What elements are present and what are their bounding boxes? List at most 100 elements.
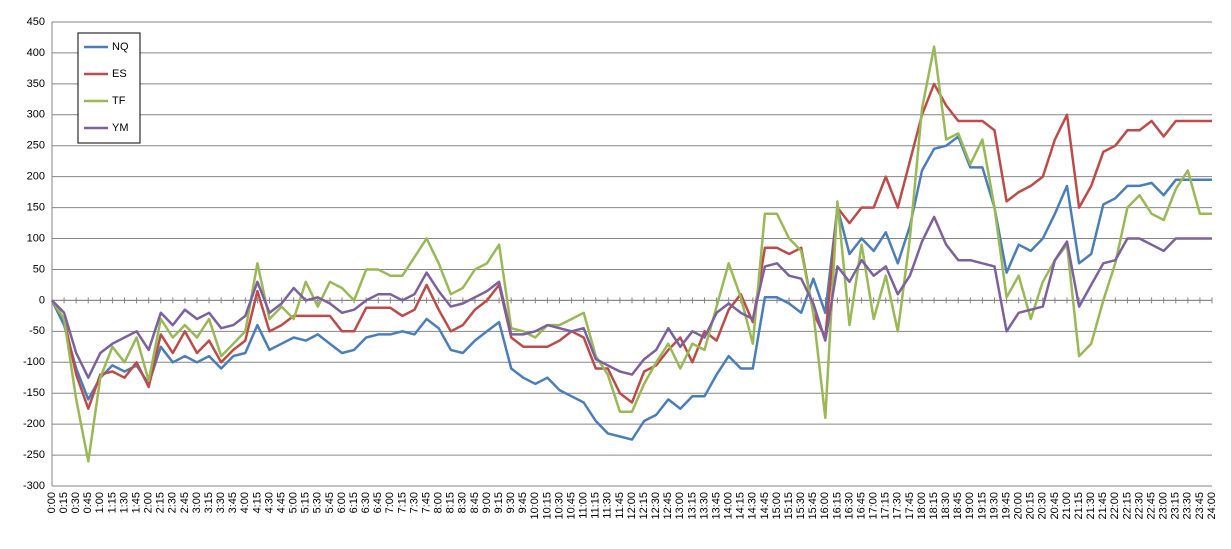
y-tick-label: -150 [23,387,45,399]
x-tick-label: 4:45 [275,492,287,513]
x-tick-label: 6:45 [372,492,384,513]
x-tick-label: 10:00 [529,492,541,520]
x-tick-label: 6:30 [360,492,372,513]
x-tick-label: 18:15 [928,492,940,520]
x-tick-label: 8:00 [433,492,445,513]
x-tick-label: 9:15 [493,492,505,513]
x-tick-label: 3:00 [191,492,203,513]
x-tick-label: 15:15 [783,492,795,520]
x-tick-label: 21:45 [1097,492,1109,520]
x-tick-label: 0:15 [58,492,70,513]
series-line [51,215,1212,379]
x-tick-label: 11:15 [590,492,602,519]
y-tick-label: -50 [29,325,45,337]
x-tick-label: 21:00 [1061,492,1073,520]
x-tick-label: 8:45 [469,492,481,513]
x-tick-label: 20:30 [1037,492,1049,520]
x-tick-label: 16:15 [831,492,843,520]
legend-box [77,32,141,144]
x-tick-label: 14:00 [723,492,735,520]
x-tick-label: 14:15 [735,492,747,520]
x-tick-label: 1:30 [118,492,130,513]
y-tick-label: -300 [23,480,45,492]
x-tick-label: 4:00 [239,492,251,513]
x-tick-label: 0:00 [46,492,58,513]
x-tick-label: 2:30 [167,492,179,513]
series-line [50,82,1212,410]
x-tick-label: 20:45 [1049,492,1061,520]
y-tick-label: -250 [23,449,45,461]
x-tick-label: 13:45 [710,492,722,520]
x-tick-label: 15:45 [807,492,819,520]
x-tick-label: 10:15 [541,492,553,520]
x-tick-label: 12:45 [662,492,674,520]
x-tick-label: 10:45 [565,492,577,520]
x-tick-label: 5:45 [324,492,336,513]
y-tick-label: 100 [27,232,45,244]
x-tick-label: 21:15 [1073,492,1085,520]
x-tick-label: 19:00 [964,492,976,520]
x-tick-label: 6:15 [348,492,360,513]
x-tick-label: 19:30 [988,492,1000,520]
x-tick-label: 5:30 [312,492,324,513]
x-tick-label: 7:30 [408,492,420,513]
x-tick-label: 7:00 [384,492,396,513]
x-tick-label: 22:45 [1145,492,1157,520]
x-tick-label: 17:15 [880,492,892,520]
x-tick-label: 12:00 [626,492,638,520]
x-tick-label: 10:30 [553,492,565,520]
series-line [50,45,1212,463]
x-tick-label: 18:45 [952,492,964,520]
x-tick-label: 12:15 [638,492,650,520]
x-tick-label: 0:30 [70,492,82,513]
x-tick-label: 20:15 [1025,492,1037,520]
y-tick-label: 350 [27,78,45,90]
legend-label: ES [112,68,127,80]
x-tick-label: 12:30 [650,492,662,520]
x-tick-label: 11:45 [614,492,626,519]
x-tick-label: 9:45 [517,492,529,513]
y-tick-label: -100 [23,356,45,368]
x-tick-label: 19:45 [1000,492,1012,520]
x-tick-label: 14:30 [747,492,759,520]
x-tick-label: 6:00 [336,492,348,513]
x-tick-label: 15:30 [795,492,807,520]
x-tick-label: 23:00 [1158,492,1170,520]
y-tick-label: 300 [27,109,45,121]
x-tick-label: 21:30 [1085,492,1097,520]
x-tick-label: 2:45 [179,492,191,513]
x-tick-label: 0:45 [82,492,94,513]
x-tick-label: 23:30 [1182,492,1194,520]
x-tick-label: 4:30 [263,492,275,513]
x-tick-label: 9:00 [481,492,493,513]
x-tick-label: 5:00 [288,492,300,513]
x-tick-label: 9:30 [505,492,517,513]
x-tick-label: 7:45 [420,492,432,513]
legend-label: YM [112,122,129,134]
x-tick-label: 8:15 [445,492,457,513]
x-tick-label: 16:45 [855,492,867,520]
x-tick-label: 13:15 [686,492,698,520]
x-tick-label: 15:00 [771,492,783,520]
x-tick-label: 3:15 [203,492,215,513]
x-tick-label: 13:30 [698,492,710,520]
x-tick-label: 22:00 [1109,492,1121,520]
x-tick-label: 22:30 [1133,492,1145,520]
y-tick-label: 150 [27,202,45,214]
y-tick-label: 0 [39,294,45,306]
x-tick-label: 3:30 [215,492,227,513]
x-tick-label: 5:15 [300,492,312,513]
y-tick-label: -200 [23,418,45,430]
x-tick-label: 2:00 [143,492,155,513]
series-line [50,135,1212,441]
x-tick-label: 8:30 [457,492,469,513]
x-tick-label: 17:30 [892,492,904,520]
x-tick-label: 1:15 [106,492,118,513]
x-tick-label: 14:45 [759,492,771,520]
x-tick-label: 4:15 [251,492,263,513]
y-tick-label: 50 [33,263,45,275]
x-tick-label: 17:45 [904,492,916,520]
x-tick-label: 11:00 [578,492,590,519]
x-tick-label: 13:00 [674,492,686,520]
